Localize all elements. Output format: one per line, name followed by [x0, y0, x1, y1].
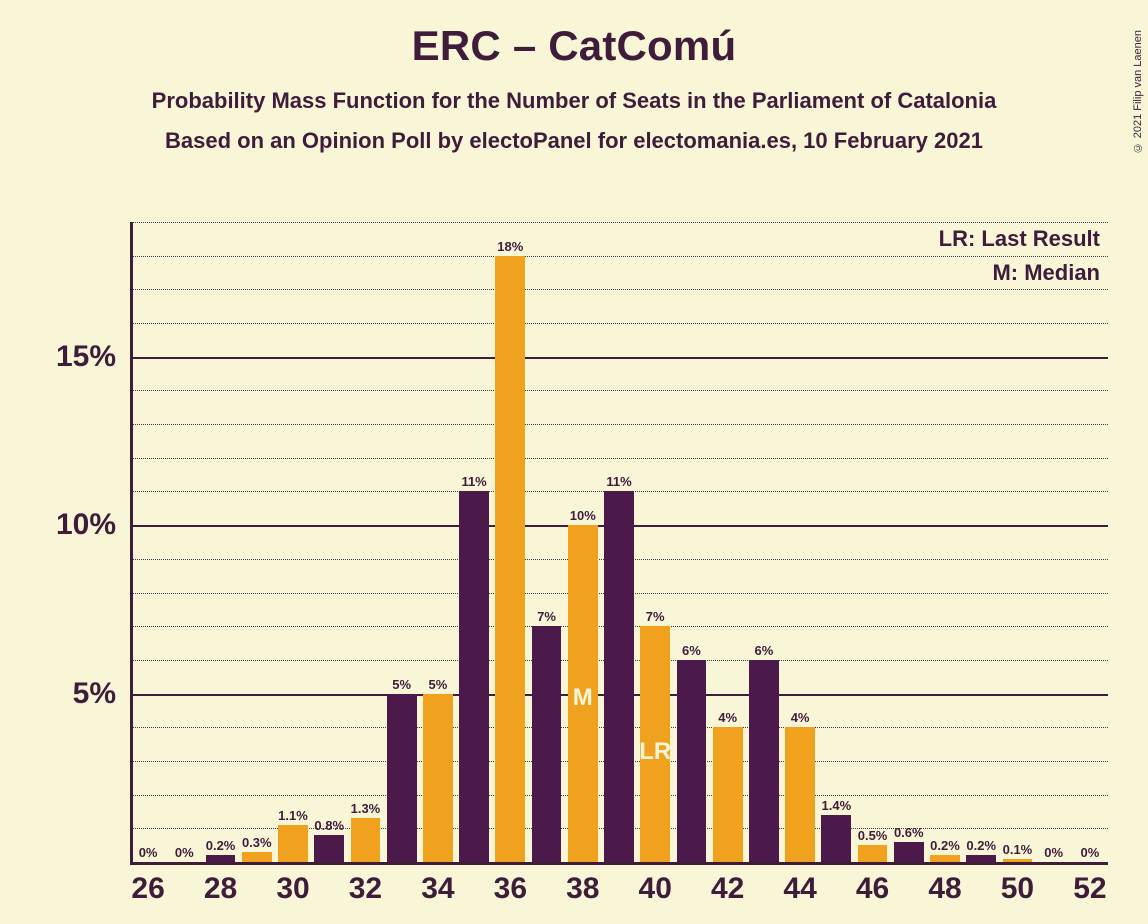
x-tick-label: 44	[783, 862, 816, 906]
bar-value-label: 0.5%	[858, 828, 888, 845]
bar-value-label: 0%	[1080, 845, 1099, 862]
gridline-minor	[130, 424, 1108, 425]
bar: 1.3%	[351, 818, 381, 862]
x-tick-label: 28	[204, 862, 237, 906]
bar-value-label: 5%	[428, 677, 447, 694]
bar-value-label: 10%	[570, 508, 596, 525]
bar-value-label: 7%	[646, 609, 665, 626]
bar: 0.1%	[1003, 859, 1033, 862]
bar-value-label: 0.2%	[966, 838, 996, 855]
y-tick-label: 15%	[56, 340, 130, 374]
bar-value-label: 4%	[718, 710, 737, 727]
bar-value-label: 0.2%	[206, 838, 236, 855]
bar: 4%	[785, 727, 815, 862]
chart-source: Based on an Opinion Poll by electoPanel …	[0, 128, 1148, 154]
legend: LR: Last Result M: Median	[939, 226, 1100, 294]
gridline-minor	[130, 458, 1108, 459]
gridline-minor	[130, 390, 1108, 391]
y-tick-label: 5%	[73, 677, 130, 711]
bar-value-label: 4%	[791, 710, 810, 727]
bar-value-label: 6%	[754, 643, 773, 660]
x-tick-label: 36	[494, 862, 527, 906]
bar-value-label: 0.2%	[930, 838, 960, 855]
bar: 1.1%	[278, 825, 308, 862]
bar: 0.2%	[206, 855, 236, 862]
x-tick-label: 50	[1001, 862, 1034, 906]
chart-subtitle: Probability Mass Function for the Number…	[0, 88, 1148, 114]
bar-value-label: 0.8%	[314, 818, 344, 835]
bar-value-label: 0.1%	[1003, 842, 1033, 859]
bar: 0.6%	[894, 842, 924, 862]
x-tick-label: 52	[1073, 862, 1106, 906]
bar-value-label: 0.6%	[894, 825, 924, 842]
x-tick-label: 38	[566, 862, 599, 906]
legend-lr: LR: Last Result	[939, 226, 1100, 252]
median-marker: M	[573, 684, 593, 712]
bar-value-label: 0%	[175, 845, 194, 862]
bar: 11%	[459, 491, 489, 862]
gridline-major	[130, 357, 1108, 359]
bar: 0.5%	[858, 845, 888, 862]
x-tick-label: 48	[928, 862, 961, 906]
bar-value-label: 11%	[606, 474, 631, 491]
x-tick-label: 42	[711, 862, 744, 906]
gridline-minor	[130, 323, 1108, 324]
bar-value-label: 6%	[682, 643, 701, 660]
bar: 0.2%	[930, 855, 960, 862]
bar-value-label: 0.3%	[242, 835, 272, 852]
bar: 0.2%	[966, 855, 996, 862]
x-tick-label: 46	[856, 862, 889, 906]
bar-value-label: 5%	[392, 677, 411, 694]
bar: 5%	[423, 694, 453, 862]
bar: 18%	[495, 256, 525, 862]
x-tick-label: 26	[131, 862, 164, 906]
bar-value-label: 0%	[139, 845, 158, 862]
x-tick-label: 30	[276, 862, 309, 906]
y-tick-label: 10%	[56, 508, 130, 542]
x-tick-label: 40	[639, 862, 672, 906]
gridline-minor	[130, 289, 1108, 290]
y-axis	[130, 222, 133, 862]
gridline-minor	[130, 222, 1108, 223]
copyright: © 2021 Filip van Laenen	[1132, 30, 1144, 153]
chart-title: ERC – CatComú	[0, 22, 1148, 70]
bar-value-label: 1.1%	[278, 808, 308, 825]
bar: 0.8%	[314, 835, 344, 862]
bar-value-label: 7%	[537, 609, 556, 626]
bar-value-label: 1.3%	[351, 801, 381, 818]
x-tick-label: 34	[421, 862, 454, 906]
last-result-marker: LR	[639, 738, 671, 766]
bar: 7%	[532, 626, 562, 862]
bar: 6%	[749, 660, 779, 862]
bar-value-label: 11%	[461, 474, 486, 491]
bar: 0.3%	[242, 852, 272, 862]
x-tick-label: 32	[349, 862, 382, 906]
bar-value-label: 18%	[497, 239, 523, 256]
bar: 6%	[677, 660, 707, 862]
bar-value-label: 0%	[1044, 845, 1063, 862]
bar: 5%	[387, 694, 417, 862]
bar: 4%	[713, 727, 743, 862]
legend-m: M: Median	[939, 260, 1100, 286]
gridline-minor	[130, 256, 1108, 257]
bar-value-label: 1.4%	[821, 798, 851, 815]
bar: 1.4%	[821, 815, 851, 862]
bar: 11%	[604, 491, 634, 862]
chart-plot-area: LR: Last Result M: Median 5%10%15%262830…	[130, 222, 1108, 862]
